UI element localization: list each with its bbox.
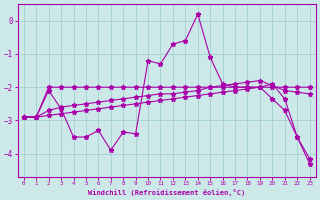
X-axis label: Windchill (Refroidissement éolien,°C): Windchill (Refroidissement éolien,°C) (88, 189, 245, 196)
